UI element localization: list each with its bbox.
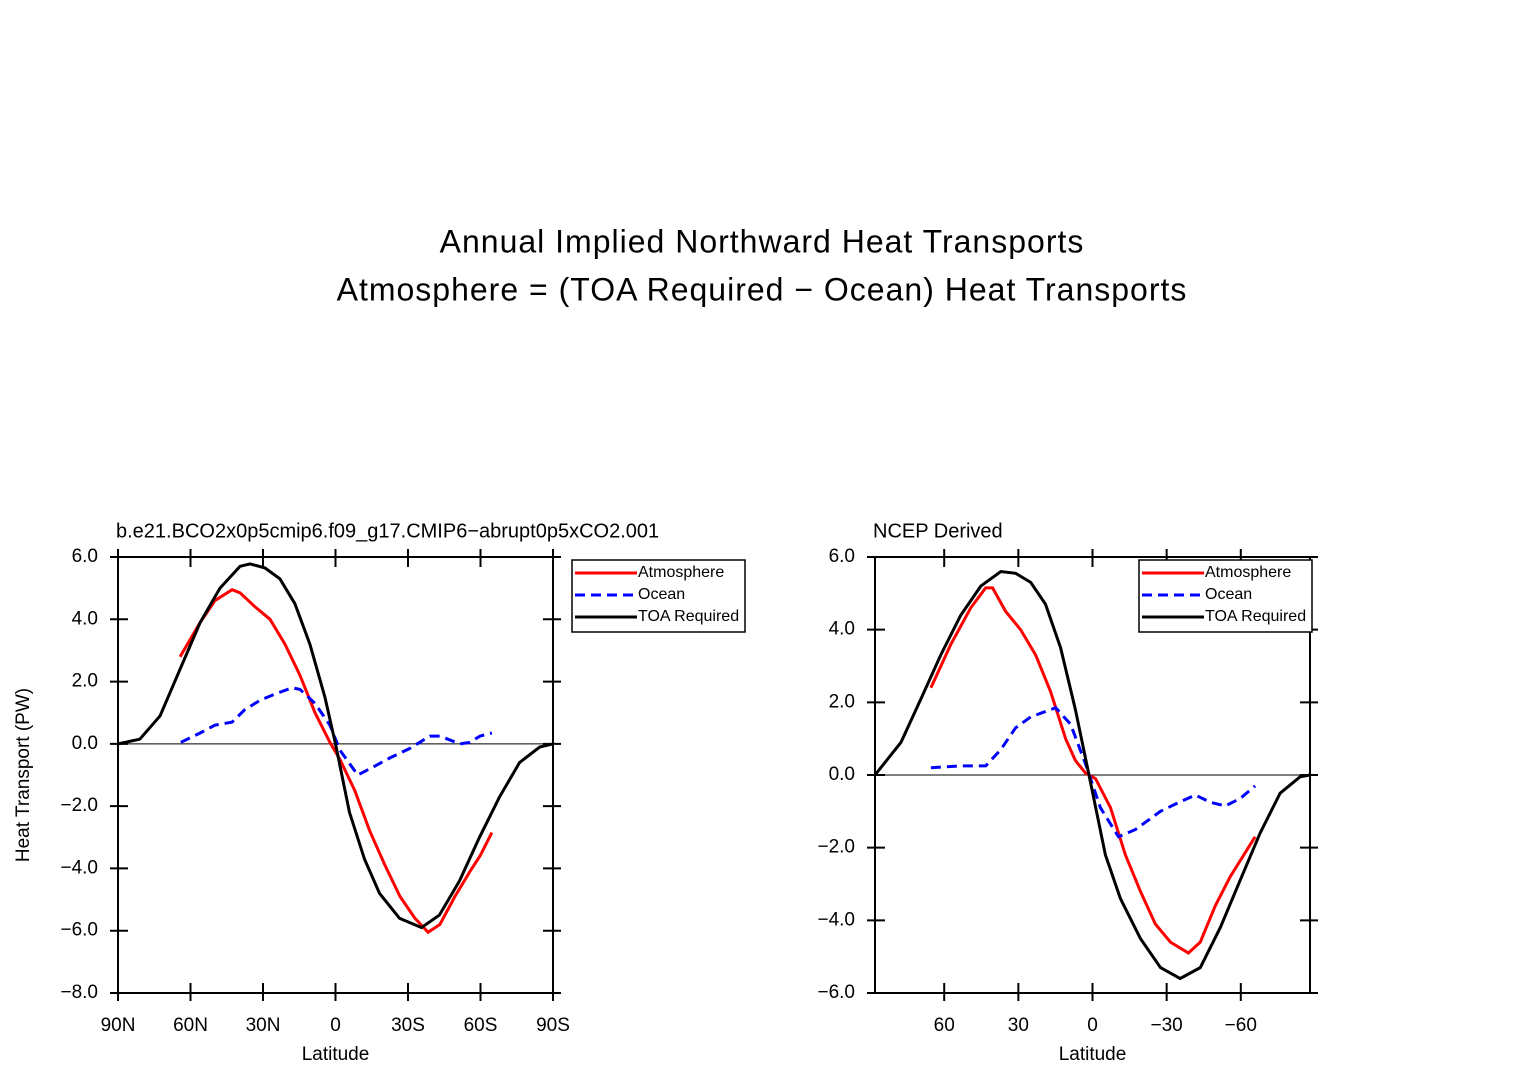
figure-title: Annual Implied Northward Heat Transports [440,223,1085,259]
y-tick-label: −4.0 [817,909,855,930]
y-tick-label: 4.0 [72,608,98,629]
x-tick-label: 30S [391,1015,425,1036]
x-tick-label: 60 [934,1015,955,1036]
x-tick-label: 0 [330,1015,341,1036]
x-axis-label: Latitude [1059,1044,1127,1065]
series-line [929,586,1257,955]
x-tick-label: 60S [464,1015,498,1036]
y-tick-label: −6.0 [817,982,855,1003]
y-tick-label: −2.0 [817,837,855,858]
x-tick-label: −30 [1151,1015,1183,1036]
y-tick-label: −2.0 [60,795,98,816]
legend-label: Ocean [1205,586,1252,603]
x-tick-label: 30N [246,1015,281,1036]
y-tick-label: −6.0 [60,920,98,941]
figure-subtitle: Atmosphere = (TOA Required − Ocean) Heat… [337,271,1188,307]
series-line [180,686,493,777]
x-tick-label: −60 [1225,1015,1257,1036]
y-tick-label: 0.0 [829,764,855,785]
legend-label: Ocean [638,586,685,603]
x-tick-label: 0 [1087,1015,1098,1036]
series-line [117,562,554,930]
series-line [178,588,494,935]
y-axis-label: Heat Transport (PW) [13,688,34,862]
legend-label: TOA Required [638,608,739,625]
y-tick-label: −8.0 [60,982,98,1003]
y-tick-label: 6.0 [72,546,98,567]
y-tick-label: 6.0 [829,546,855,567]
y-tick-label: 0.0 [72,733,98,754]
y-tick-label: 2.0 [829,691,855,712]
series-line [873,569,1311,981]
y-tick-label: −4.0 [60,857,98,878]
panel-title: NCEP Derived [873,520,1003,542]
y-tick-label: 4.0 [829,619,855,640]
legend-label: TOA Required [1205,608,1306,625]
plot-frame [117,556,554,994]
x-axis-label: Latitude [302,1044,370,1065]
series-line [930,706,1257,839]
legend-label: Atmosphere [1205,564,1291,581]
panel-title: b.e21.BCO2x0p5cmip6.f09_g17.CMIP6−abrupt… [116,520,659,542]
x-tick-label: 90S [536,1015,570,1036]
legend-label: Atmosphere [638,564,724,581]
y-tick-label: 2.0 [72,671,98,692]
x-tick-label: 30 [1008,1015,1029,1036]
x-tick-label: 90N [101,1015,136,1036]
x-tick-label: 60N [173,1015,208,1036]
